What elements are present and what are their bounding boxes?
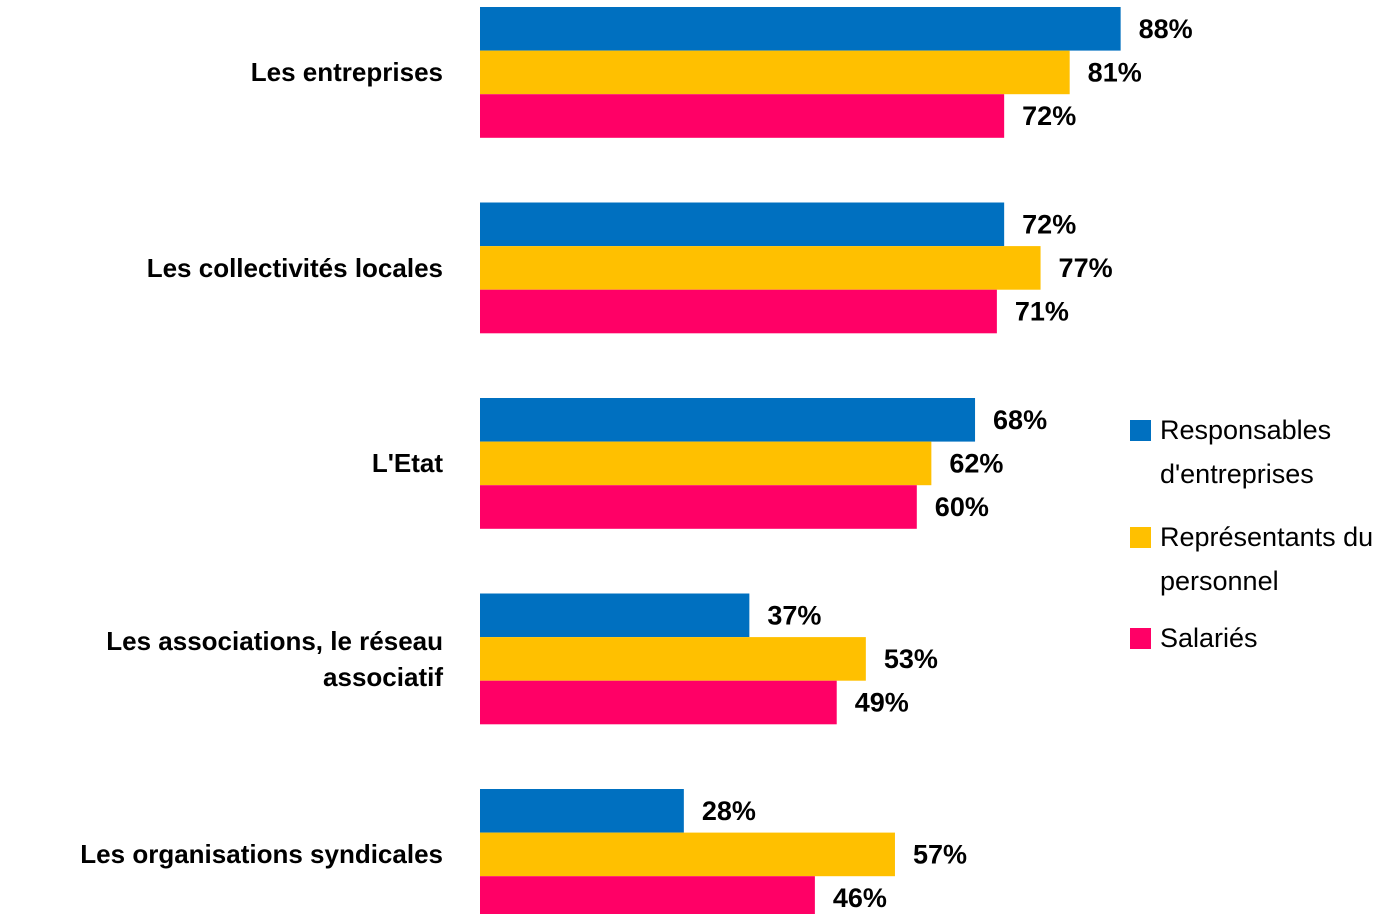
bar — [480, 789, 684, 833]
bar — [480, 832, 895, 877]
bar — [480, 289, 997, 334]
legend-swatch — [1130, 420, 1151, 441]
bar — [480, 50, 1070, 95]
value-label: 46% — [833, 883, 887, 913]
value-label: 49% — [855, 688, 909, 718]
legend-swatch — [1130, 527, 1151, 548]
bar — [480, 876, 815, 914]
bar — [480, 485, 917, 529]
value-label: 62% — [949, 449, 1003, 479]
bar — [480, 680, 837, 725]
category-label: L'Etat — [371, 448, 443, 479]
bar — [480, 202, 1005, 247]
bar — [480, 398, 976, 442]
value-label: 72% — [1022, 209, 1076, 239]
category-label: Les associations, le réseau associatif — [106, 625, 443, 692]
value-label: 68% — [993, 405, 1047, 435]
bar — [480, 246, 1041, 290]
value-label: 72% — [1022, 101, 1076, 131]
value-label: 77% — [1059, 253, 1113, 283]
category-label: Les collectivités locales — [146, 252, 443, 283]
value-label: 53% — [884, 644, 938, 674]
category-label: Les organisations syndicales — [80, 839, 443, 870]
bar — [480, 441, 932, 486]
legend-label: Salariés — [1160, 623, 1258, 653]
value-label: 81% — [1088, 58, 1142, 88]
value-label: 88% — [1139, 14, 1193, 44]
value-label: 60% — [935, 492, 989, 522]
value-label: 57% — [913, 840, 967, 870]
bar — [480, 7, 1121, 51]
bar — [480, 593, 750, 638]
value-label: 37% — [767, 600, 821, 630]
value-label: 28% — [702, 796, 756, 826]
bar — [480, 637, 866, 681]
value-label: 71% — [1015, 297, 1069, 327]
legend-label: Représentants du personnel — [1160, 522, 1374, 596]
bar — [480, 94, 1005, 138]
legend-swatch — [1130, 628, 1151, 649]
legend-label: Responsables d'entreprises — [1160, 415, 1332, 489]
category-label: Les entreprises — [250, 57, 443, 88]
